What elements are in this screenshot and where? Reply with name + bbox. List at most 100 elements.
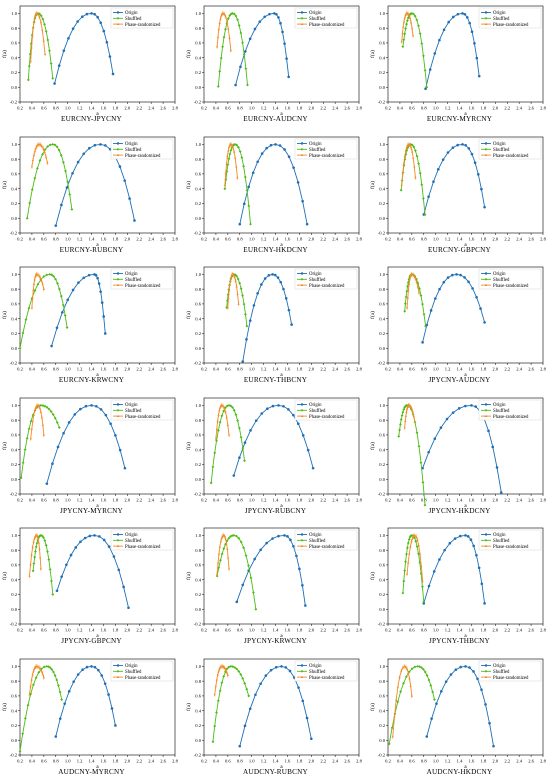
x-tick-label: 2.4 xyxy=(148,628,154,633)
x-tick-label: 1.0 xyxy=(433,497,439,502)
data-point xyxy=(282,404,285,408)
series-origin xyxy=(234,12,290,87)
y-tick-label: 0.6 xyxy=(11,302,17,307)
x-tick-label: 1.8 xyxy=(481,759,487,764)
series-phase xyxy=(214,402,231,441)
x-tick-label: 1.2 xyxy=(445,497,451,502)
x-tick-label: 1.4 xyxy=(273,236,279,241)
legend-box xyxy=(478,530,542,551)
panel-title: AUDCNY-HKDCNY xyxy=(426,768,493,776)
data-point xyxy=(105,40,109,44)
data-point xyxy=(274,665,278,669)
y-tick-label: 0.2 xyxy=(379,201,385,206)
data-point xyxy=(477,566,481,570)
data-point xyxy=(117,568,121,572)
x-tick-label: 0.2 xyxy=(17,759,23,764)
plot-frame xyxy=(19,658,176,756)
data-point xyxy=(403,569,407,573)
data-point xyxy=(235,285,238,288)
x-tick-label: 0.2 xyxy=(201,759,207,764)
data-point xyxy=(33,149,37,152)
y-tick-label: 0.2 xyxy=(11,70,17,75)
data-point xyxy=(451,146,455,149)
x-tick-label: 1.8 xyxy=(113,497,119,502)
x-tick-label: 1.2 xyxy=(261,759,267,764)
data-point xyxy=(76,160,80,163)
chart-svg: 0.2 0.4 0.6 0.8 1.0 1.2 1.4 1.6 1.8 2.0 2.2 2.4 2.6 2… xyxy=(1,266,179,378)
data-point xyxy=(248,37,252,41)
data-point xyxy=(33,408,36,412)
data-point xyxy=(305,716,309,720)
data-point xyxy=(466,535,470,539)
data-point xyxy=(407,142,410,145)
x-tick-label: 1.6 xyxy=(101,106,107,111)
data-point xyxy=(301,699,305,703)
data-point xyxy=(43,150,46,153)
panel-title: EURCNY-THBCNY xyxy=(243,376,308,385)
data-point xyxy=(34,676,38,680)
y-tick-label: 0.4 xyxy=(11,447,17,452)
legend-label: Origin xyxy=(493,534,506,539)
y-tick-label: 0.6 xyxy=(379,41,385,46)
data-point xyxy=(38,406,41,409)
data-point xyxy=(93,665,97,669)
data-point xyxy=(423,68,427,72)
data-point xyxy=(223,12,226,15)
plot-frame xyxy=(387,5,544,103)
data-point xyxy=(227,148,230,152)
data-point xyxy=(46,161,49,164)
data-point xyxy=(35,11,38,15)
data-point xyxy=(283,42,286,45)
y-tick-label: -0.2 xyxy=(194,100,202,105)
legend-marker xyxy=(484,141,488,145)
y-tick-label: 1.0 xyxy=(195,664,201,669)
x-tick-label: 0.6 xyxy=(225,236,231,241)
legend-marker xyxy=(484,545,488,548)
data-point xyxy=(63,314,67,318)
data-point xyxy=(438,558,441,562)
x-axis-label: a xyxy=(280,111,283,117)
legend-label: Shuffled xyxy=(493,17,510,22)
data-point xyxy=(51,142,55,146)
x-tick-label: 1.4 xyxy=(89,759,95,764)
data-point xyxy=(415,18,419,22)
x-tick-label: 0.2 xyxy=(17,497,23,502)
data-point xyxy=(260,151,264,155)
y-tick-label: 0.2 xyxy=(195,331,201,336)
y-tick-label: 0.6 xyxy=(11,432,17,437)
data-point xyxy=(433,698,436,702)
x-tick-label: 1.2 xyxy=(77,759,83,764)
plot-frame xyxy=(19,397,176,495)
data-point xyxy=(235,600,239,604)
data-point xyxy=(223,406,226,409)
data-point xyxy=(413,164,416,168)
data-point xyxy=(226,306,229,309)
legend-marker xyxy=(484,11,488,14)
data-point xyxy=(404,414,407,417)
spectrum-panel: 0.2 0.4 0.6 0.8 1.0 1.2 1.4 1.6 1.8 2.0 2.2 2.4 2.6 2… xyxy=(184,131,367,261)
data-point xyxy=(30,678,33,681)
data-point xyxy=(242,164,246,168)
data-point xyxy=(229,404,233,408)
series-phase xyxy=(400,141,417,187)
x-tick-label: 1.4 xyxy=(273,106,279,111)
data-point xyxy=(400,40,403,43)
data-point xyxy=(427,678,431,682)
legend-label: Phase-randomized xyxy=(125,676,161,681)
data-point xyxy=(281,30,284,34)
data-point xyxy=(416,538,419,541)
x-tick-label: 0.6 xyxy=(409,628,415,633)
data-point xyxy=(242,302,246,306)
data-point xyxy=(18,749,22,753)
data-point xyxy=(226,673,229,677)
data-point xyxy=(112,555,116,559)
y-tick-label: 1.0 xyxy=(379,533,385,538)
x-tick-label: 0.6 xyxy=(41,759,47,764)
data-point xyxy=(234,279,237,282)
x-tick-label: 2.0 xyxy=(492,106,498,111)
x-tick-label: 2.0 xyxy=(308,236,314,241)
y-tick-label: 1.0 xyxy=(11,142,17,147)
data-point xyxy=(472,670,475,673)
data-point xyxy=(234,156,237,159)
